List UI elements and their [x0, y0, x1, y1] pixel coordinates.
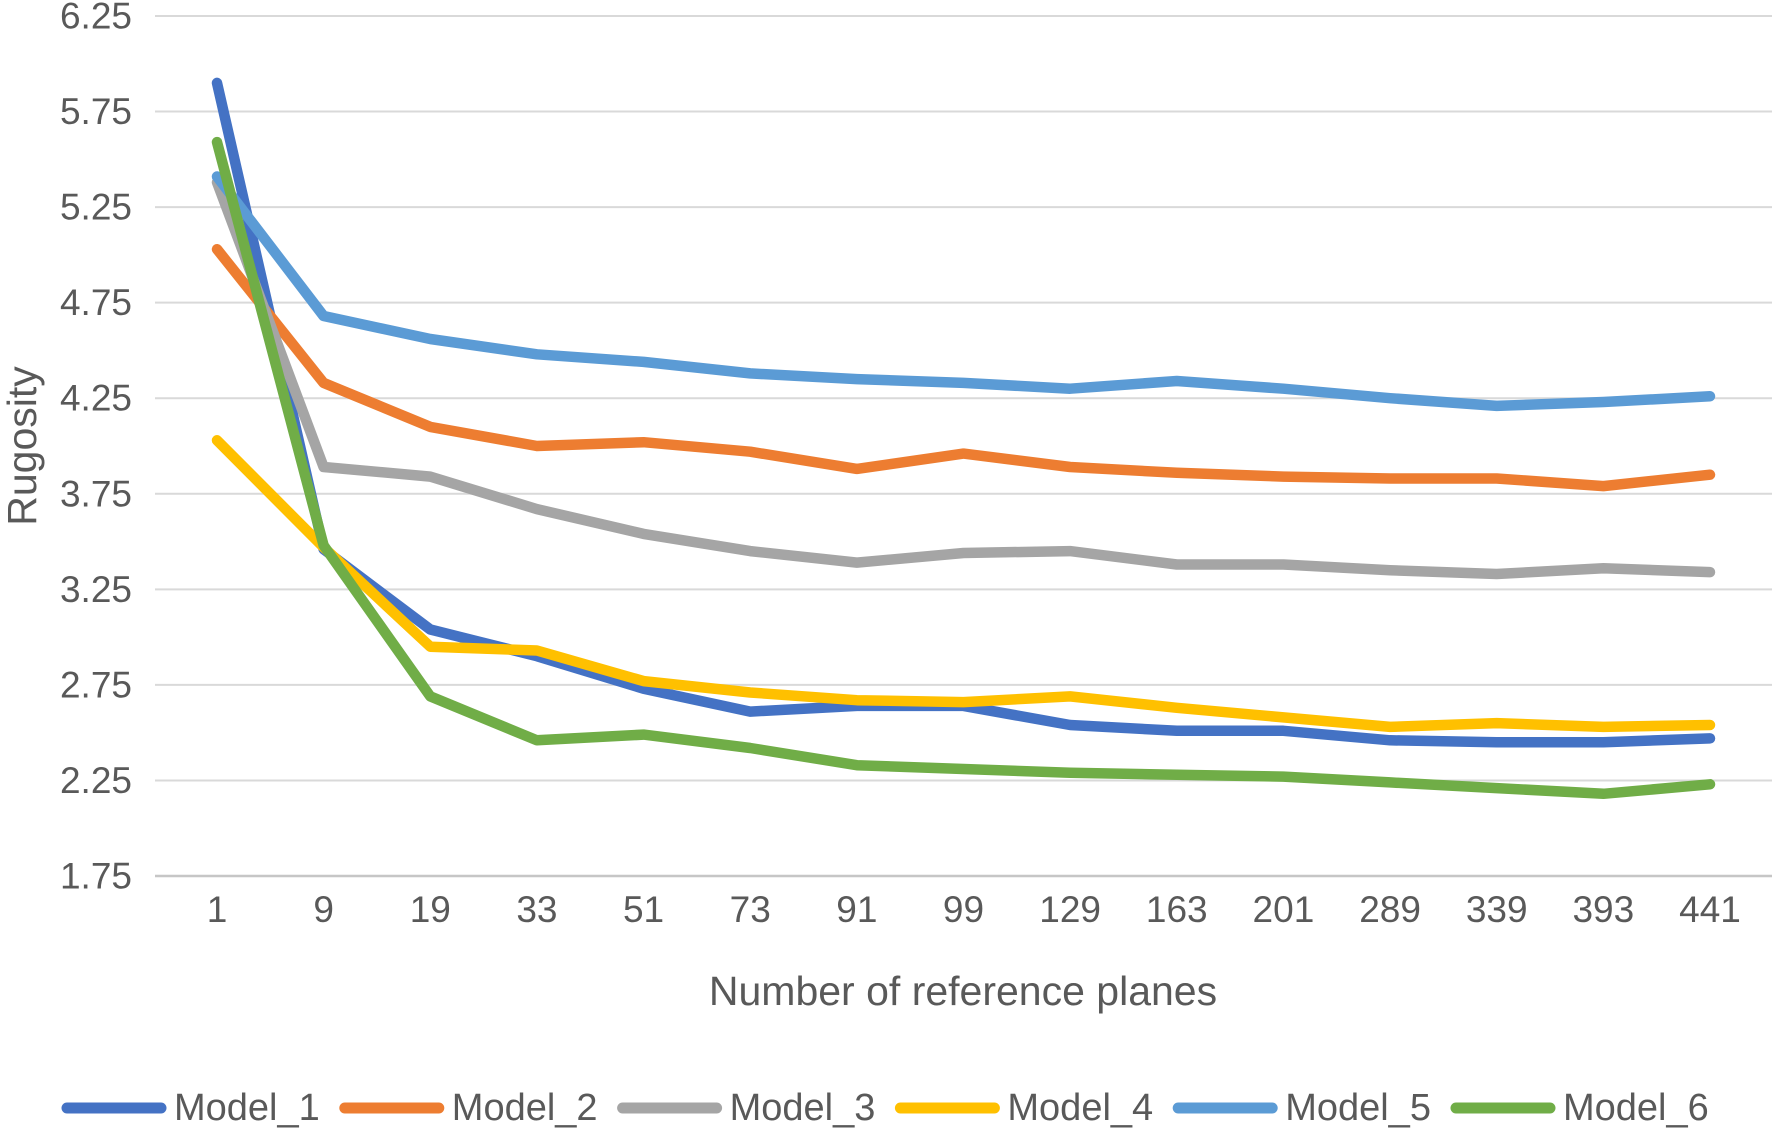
legend-item-model_6: Model_6 — [1450, 1087, 1709, 1129]
y-tick-label: 2.75 — [60, 664, 132, 705]
legend-label: Model_4 — [1007, 1087, 1153, 1129]
legend-label: Model_3 — [730, 1087, 876, 1129]
series-lines — [211, 77, 1716, 800]
x-tick-label: 163 — [1146, 889, 1208, 930]
x-tick-label: 289 — [1359, 889, 1421, 930]
y-tick-label: 2.25 — [60, 760, 132, 801]
x-tick-label: 393 — [1572, 889, 1634, 930]
y-tick-label: 1.75 — [60, 856, 132, 897]
legend: Model_1 Model_2 Model_3 Model_4 Model_5 Model… — [61, 1087, 1709, 1129]
y-axis-tick-labels: 6.25 5.75 5.25 4.75 4.25 3.75 3.25 2.75 2.25 1.75 — [60, 0, 132, 897]
series-line-model_2 — [211, 243, 1716, 492]
legend-item-model_1: Model_1 — [61, 1087, 320, 1129]
legend-label: Model_6 — [1563, 1087, 1709, 1129]
legend-item-model_5: Model_5 — [1172, 1087, 1431, 1129]
y-tick-label: 6.25 — [60, 0, 132, 37]
legend-label: Model_1 — [174, 1087, 320, 1129]
series-line-model_6 — [211, 136, 1716, 800]
legend-label: Model_5 — [1285, 1087, 1431, 1129]
y-tick-label: 5.75 — [60, 91, 132, 132]
x-tick-label: 99 — [943, 889, 984, 930]
series-line-model_5 — [211, 171, 1716, 412]
x-tick-label: 201 — [1253, 889, 1315, 930]
x-tick-label: 51 — [623, 889, 664, 930]
y-tick-label: 5.25 — [60, 187, 132, 228]
x-axis-title: Number of reference planes — [709, 968, 1217, 1014]
x-tick-label: 129 — [1039, 889, 1101, 930]
x-axis-tick-labels: 1 9 19 33 51 73 91 99 129 163 201 289 339 393 441 — [207, 889, 1741, 930]
legend-label: Model_2 — [452, 1087, 598, 1129]
y-axis-title: Rugosity — [0, 366, 45, 526]
y-tick-label: 4.25 — [60, 378, 132, 419]
x-tick-label: 1 — [207, 889, 228, 930]
x-tick-label: 33 — [516, 889, 557, 930]
legend-item-model_4: Model_4 — [894, 1087, 1153, 1129]
legend-item-model_2: Model_2 — [339, 1087, 598, 1129]
x-tick-label: 91 — [836, 889, 877, 930]
series-line-model_4 — [211, 435, 1716, 733]
y-tick-label: 3.25 — [60, 569, 132, 610]
x-tick-label: 73 — [730, 889, 771, 930]
y-tick-label: 3.75 — [60, 473, 132, 514]
y-tick-label: 4.75 — [60, 282, 132, 323]
x-tick-label: 339 — [1466, 889, 1528, 930]
x-tick-label: 19 — [410, 889, 451, 930]
x-tick-label: 441 — [1679, 889, 1741, 930]
x-tick-label: 9 — [313, 889, 334, 930]
gridlines — [155, 15, 1772, 878]
series-line-model_3 — [211, 177, 1716, 580]
legend-item-model_3: Model_3 — [617, 1087, 876, 1129]
